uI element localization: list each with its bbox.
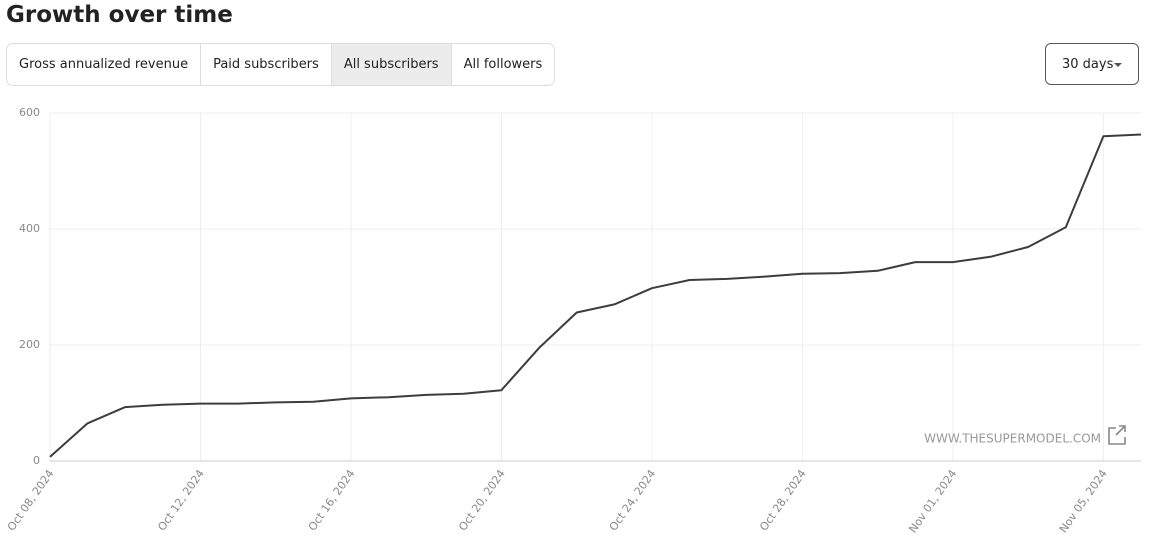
line [49,133,1142,458]
x-tick-label: Oct 24, 2024 [607,467,659,533]
dropdown-label: 30 days [1062,57,1114,72]
range-dropdown[interactable]: 30 days [1045,43,1139,85]
y-tick-label: 0 [33,454,40,467]
y-tick-label: 400 [19,222,40,235]
x-tick-label: Oct 08, 2024 [5,467,57,533]
y-tick-label: 600 [19,106,40,119]
x-tick-label: Nov 01, 2024 [906,467,959,535]
tab[interactable]: All subscribers [331,44,452,85]
plot: 0 200 400 600 Oct 08, 2024 Oct 12, 2024 Oct 16… [5,106,1142,535]
tab[interactable]: All followers [463,57,543,72]
tab[interactable]: Paid subscribers [201,44,332,85]
x-tick-label: Nov 05, 2024 [1057,467,1110,535]
page-title: Growth over time [6,2,233,28]
x-tick-label: Oct 16, 2024 [306,467,358,533]
external-link-icon [1108,425,1126,445]
tab[interactable]: Gross annualized revenue [7,44,202,85]
watermark: WWW.THESUPERMODEL.COM [924,432,1101,446]
y-tick-label: 200 [19,338,40,351]
x-tick-label: Oct 28, 2024 [757,467,809,533]
x-tick-label: Oct 20, 2024 [456,467,508,533]
x-tick-label: Oct 12, 2024 [155,467,207,533]
tab-bar: Gross annualized revenue Paid subscriber… [6,43,556,86]
